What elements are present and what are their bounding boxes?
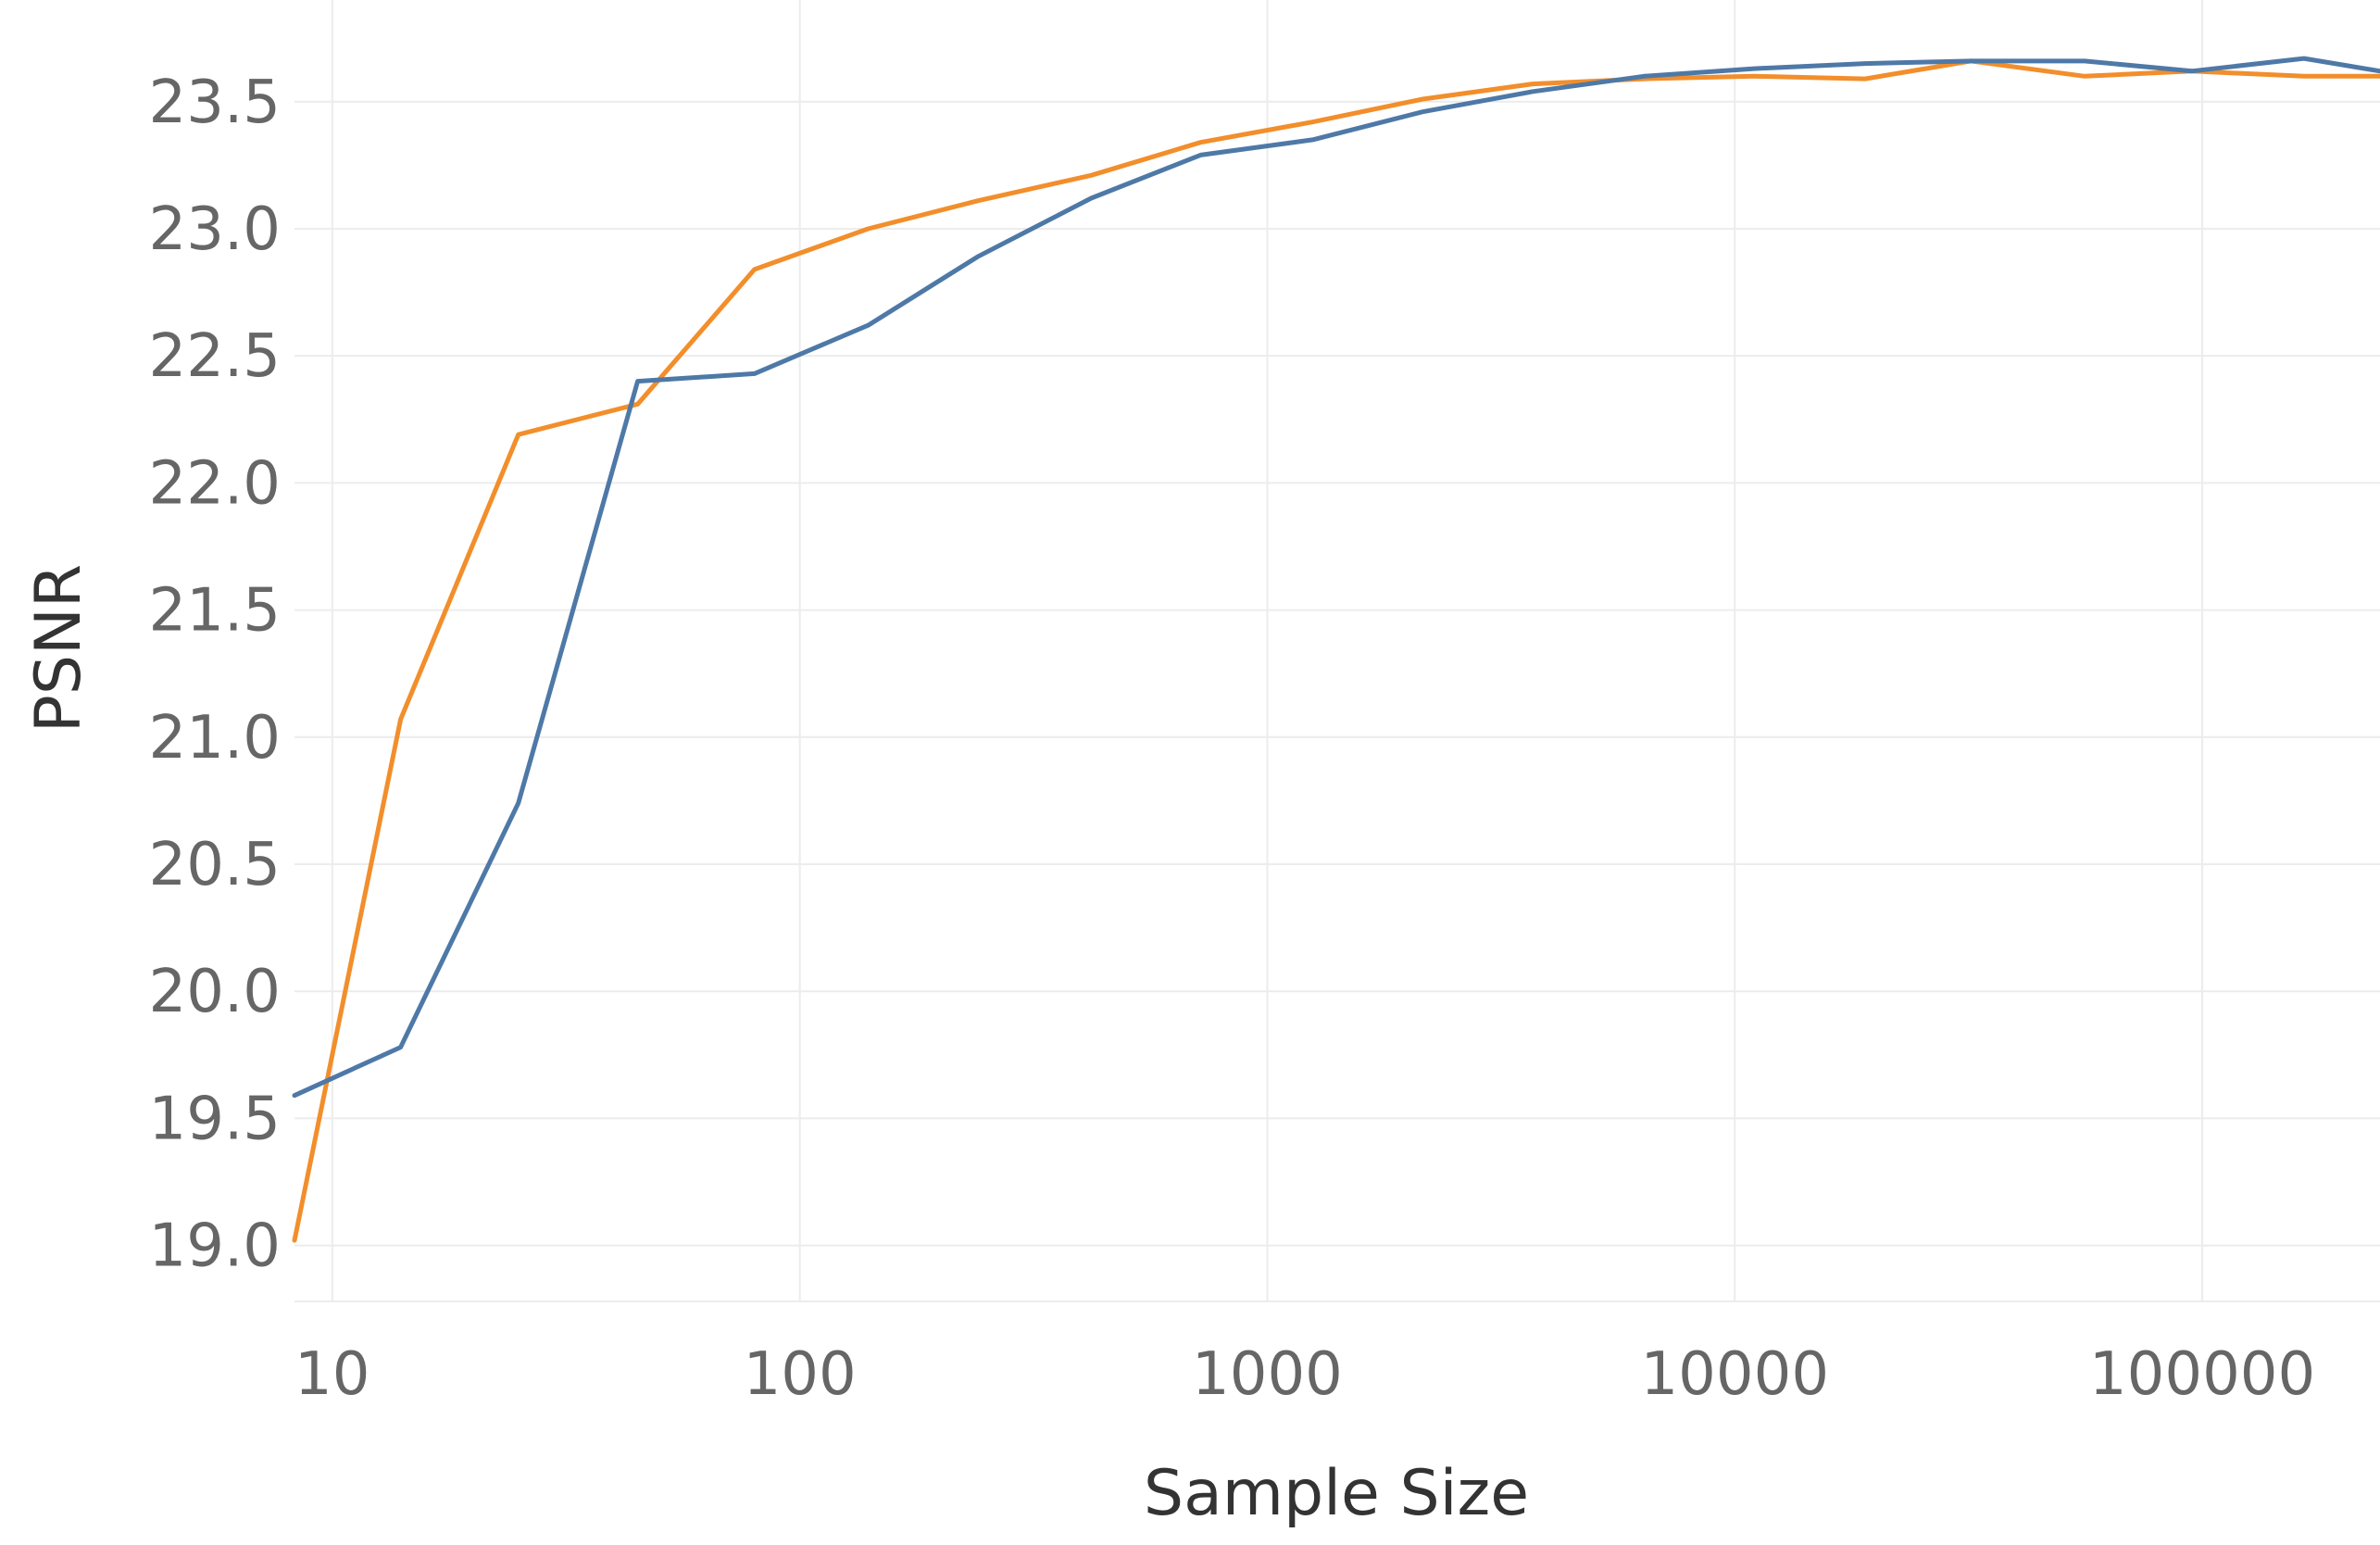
y-axis-title: PSNR <box>22 564 95 733</box>
y-tick-label: 20.0 <box>149 958 282 1026</box>
grid-lines <box>294 0 2380 1302</box>
y-tick-label: 23.5 <box>149 69 282 137</box>
y-tick-label: 19.5 <box>149 1085 282 1153</box>
x-tick-label: 100 <box>744 1340 857 1409</box>
x-tick-label: 10000 <box>1640 1340 1829 1409</box>
series-line-orange <box>292 58 2380 1243</box>
y-tick-label: 22.0 <box>149 449 282 518</box>
y-tick-label: 23.0 <box>149 195 282 264</box>
x-axis-ticks: 10 100 1000 10000 100000 <box>294 1340 2315 1409</box>
y-tick-label: 22.5 <box>149 322 282 391</box>
y-axis-ticks: 19.0 19.5 20.0 20.5 21.0 21.5 22.0 22.5 23.0 23.5 <box>149 69 282 1281</box>
y-tick-label: 19.0 <box>149 1212 282 1281</box>
y-tick-label: 20.5 <box>149 831 282 899</box>
series-line-blue <box>292 56 2380 1099</box>
series-lines <box>292 56 2380 1243</box>
y-tick-label: 21.5 <box>149 577 282 646</box>
x-tick-label: 10 <box>294 1340 370 1409</box>
x-axis-title: Sample Size <box>1144 1457 1529 1530</box>
x-tick-label: 1000 <box>1192 1340 1343 1409</box>
x-tick-label: 100000 <box>2089 1340 2315 1409</box>
y-tick-label: 21.0 <box>149 704 282 772</box>
